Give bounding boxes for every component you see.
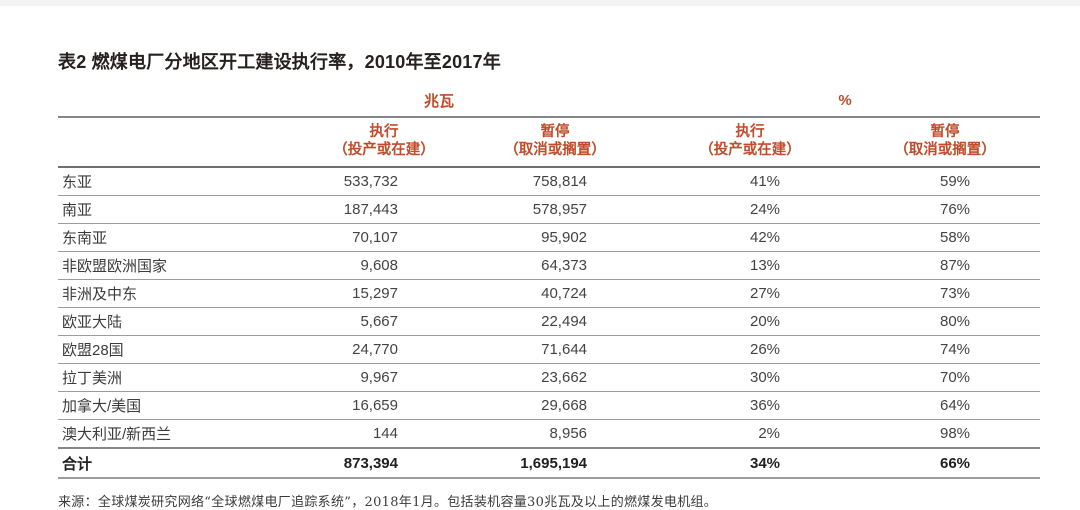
column-header-line1: 暂停 xyxy=(930,124,960,140)
pct-exec-cell: 27% xyxy=(749,285,781,303)
pct-exec-cell: 42% xyxy=(749,229,781,247)
mw-exec-cell: 70,107 xyxy=(352,229,398,247)
pct-exec-cell: 20% xyxy=(749,313,781,331)
mw-exec-cell: 16,659 xyxy=(352,397,398,415)
column-header-line2: （取消或搁置） xyxy=(894,142,996,159)
mw-halt-cell: 23,662 xyxy=(541,369,588,387)
mw-halt-cell: 8,956 xyxy=(549,425,588,443)
column-header-line1: 执行 xyxy=(369,124,399,140)
table-row: 欧盟28国 24,770 71,644 26% 74% xyxy=(58,336,1041,364)
region-cell: 加拿大/美国 xyxy=(62,398,142,416)
mw-exec-cell: 187,443 xyxy=(343,201,398,219)
mw-exec-cell: 144 xyxy=(372,425,398,443)
total-mw-exec-cell: 873,394 xyxy=(343,454,398,472)
region-cell: 欧亚大陆 xyxy=(62,314,123,332)
total-pct-exec-cell: 34% xyxy=(749,454,781,472)
total-row: 合计 873,394 1,695,194 34% 66% xyxy=(58,448,1041,479)
group-header-percent-label: % xyxy=(838,92,852,109)
pct-exec-cell: 41% xyxy=(749,173,781,191)
region-cell: 欧盟28国 xyxy=(62,342,124,360)
table-row: 欧亚大陆 5,667 22,494 20% 80% xyxy=(58,308,1041,336)
column-header-line2: （投产或在建） xyxy=(333,142,435,159)
table-row: 拉丁美洲 9,967 23,662 30% 70% xyxy=(58,364,1041,392)
region-cell: 东亚 xyxy=(62,174,93,192)
table-row: 东南亚 70,107 95,902 42% 58% xyxy=(58,224,1041,252)
column-header-pct-executed: 执行 （投产或在建） xyxy=(650,117,851,169)
table-row: 非欧盟欧洲国家 9,608 64,373 13% 87% xyxy=(58,252,1041,280)
pct-halt-cell: 74% xyxy=(939,341,971,359)
coal-plant-execution-table: 兆瓦 % 执行 （投产或在建） 暂停 （取消或搁置） 执行 （投产或在 xyxy=(58,88,1041,479)
column-header-row: 执行 （投产或在建） 暂停 （取消或搁置） 执行 （投产或在建） 暂停 （取消或… xyxy=(58,117,1041,169)
mw-exec-cell: 5,667 xyxy=(360,313,398,331)
pct-exec-cell: 36% xyxy=(749,397,781,415)
region-cell: 东南亚 xyxy=(62,230,108,248)
pct-halt-cell: 73% xyxy=(939,285,971,303)
region-cell: 南亚 xyxy=(62,202,93,220)
mw-exec-cell: 15,297 xyxy=(352,285,398,303)
mw-halt-cell: 95,902 xyxy=(541,229,588,247)
source-note: 来源：全球煤炭研究网络“全球燃煤电厂追踪系统”，2018年1月。包括装机容量30… xyxy=(58,495,718,510)
region-cell: 非洲及中东 xyxy=(62,286,138,304)
pct-halt-cell: 76% xyxy=(939,201,971,219)
column-header-pct-halted: 暂停 （取消或搁置） xyxy=(850,117,1041,169)
pct-halt-cell: 58% xyxy=(939,229,971,247)
pct-exec-cell: 13% xyxy=(749,257,781,275)
total-mw-halt-cell: 1,695,194 xyxy=(520,454,588,472)
mw-halt-cell: 22,494 xyxy=(541,313,588,331)
group-header-megawatts-label: 兆瓦 xyxy=(424,93,455,110)
mw-halt-cell: 29,668 xyxy=(541,397,588,415)
column-header-line1: 执行 xyxy=(735,124,765,140)
pct-exec-cell: 24% xyxy=(749,201,781,219)
mw-halt-cell: 578,957 xyxy=(532,201,588,219)
region-cell: 澳大利亚/新西兰 xyxy=(62,426,172,444)
mw-halt-cell: 758,814 xyxy=(532,173,588,191)
group-header-spacer xyxy=(58,88,308,118)
column-header-line2: （投产或在建） xyxy=(699,142,801,159)
column-header-mw-halted: 暂停 （取消或搁置） xyxy=(460,117,651,169)
table-body: 东亚 533,732 758,814 41% 59% 南亚 187,443 578,957 24… xyxy=(58,167,1041,449)
region-cell: 非欧盟欧洲国家 xyxy=(62,258,168,276)
table-title: 表2 燃煤电厂分地区开工建设执行率，2010年至2017年 xyxy=(58,52,501,72)
pct-halt-cell: 70% xyxy=(939,369,971,387)
pct-halt-cell: 59% xyxy=(939,173,971,191)
pct-halt-cell: 64% xyxy=(939,397,971,415)
region-cell: 拉丁美洲 xyxy=(62,370,123,388)
table-row: 非洲及中东 15,297 40,724 27% 73% xyxy=(58,280,1041,308)
column-header-mw-executed: 执行 （投产或在建） xyxy=(308,117,460,169)
column-header-line1: 暂停 xyxy=(540,124,570,140)
pct-halt-cell: 87% xyxy=(939,257,971,275)
pct-exec-cell: 2% xyxy=(758,425,781,443)
mw-halt-cell: 64,373 xyxy=(541,257,588,275)
group-header-percent: % xyxy=(650,88,1041,118)
report-page: 表2 燃煤电厂分地区开工建设执行率，2010年至2017年 兆瓦 % xyxy=(0,6,1080,510)
table-row: 东亚 533,732 758,814 41% 59% xyxy=(58,167,1041,196)
mw-exec-cell: 9,608 xyxy=(360,257,398,275)
total-pct-halt-cell: 66% xyxy=(939,454,971,472)
table-row: 南亚 187,443 578,957 24% 76% xyxy=(58,196,1041,224)
mw-halt-cell: 71,644 xyxy=(541,341,588,359)
pct-exec-cell: 26% xyxy=(749,341,781,359)
mw-exec-cell: 9,967 xyxy=(360,369,398,387)
mw-halt-cell: 40,724 xyxy=(541,285,588,303)
mw-exec-cell: 24,770 xyxy=(352,341,398,359)
pct-halt-cell: 98% xyxy=(939,425,971,443)
pct-exec-cell: 30% xyxy=(749,369,781,387)
top-edge-strip xyxy=(0,0,1080,6)
group-header-megawatts: 兆瓦 xyxy=(308,88,651,118)
pct-halt-cell: 80% xyxy=(939,313,971,331)
column-header-region xyxy=(58,117,308,169)
total-label-cell: 合计 xyxy=(62,455,93,473)
table-row: 澳大利亚/新西兰 144 8,956 2% 98% xyxy=(58,420,1041,449)
column-header-line2: （取消或搁置） xyxy=(504,142,606,159)
table-row: 加拿大/美国 16,659 29,668 36% 64% xyxy=(58,392,1041,420)
unit-group-header-row: 兆瓦 % xyxy=(58,88,1041,118)
mw-exec-cell: 533,732 xyxy=(343,173,398,191)
